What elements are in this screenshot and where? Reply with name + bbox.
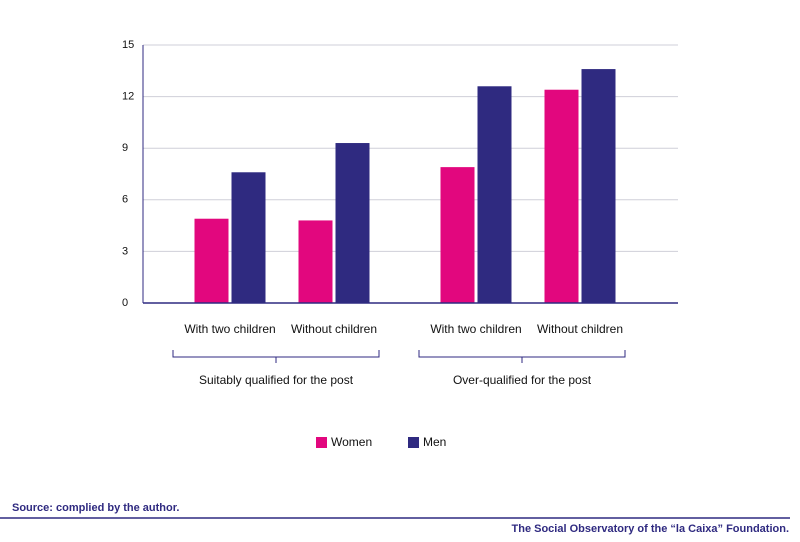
legend-label: Women — [331, 435, 372, 449]
group-bracket — [418, 350, 626, 363]
group-label: Over-qualified for the post — [453, 373, 592, 387]
y-tick-label: 12 — [122, 91, 134, 103]
footer: The Social Observatory of the “la Caixa”… — [512, 523, 790, 535]
x-tick-label: With two children — [184, 322, 275, 336]
y-tick-label: 15 — [122, 39, 134, 51]
x-tick-label: Without children — [537, 322, 623, 336]
bar — [194, 218, 229, 303]
y-tick-label: 6 — [122, 194, 128, 206]
y-tick-label: 0 — [122, 297, 128, 309]
legend-swatch — [408, 437, 419, 448]
legend-swatch — [316, 437, 327, 448]
bar — [477, 86, 512, 303]
y-tick-label: 9 — [122, 142, 128, 154]
group-label: Suitably qualified for the post — [199, 373, 354, 387]
bar — [335, 143, 370, 303]
bar — [581, 69, 616, 303]
x-tick-label: Without children — [291, 322, 377, 336]
group-bracket — [172, 350, 380, 363]
bar — [440, 167, 475, 303]
legend-label: Men — [423, 435, 446, 449]
bar — [231, 172, 266, 303]
x-tick-label: With two children — [430, 322, 521, 336]
bar — [544, 89, 579, 303]
y-tick-label: 3 — [122, 245, 128, 257]
bar — [298, 220, 333, 303]
source-note: Source: complied by the author. — [12, 502, 179, 514]
